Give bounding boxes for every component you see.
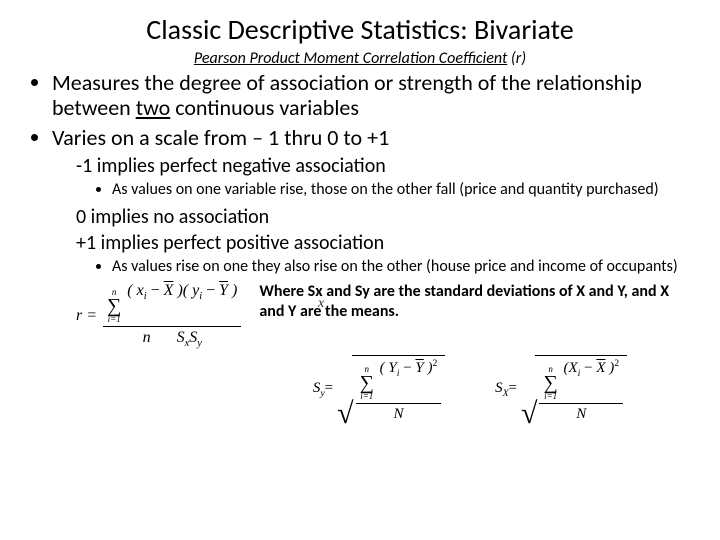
r-fraction: n ∑ i=1 ( xi − X )( yi − Y ) n SxSy xyxy=(103,282,241,349)
minus-1: − xyxy=(147,282,164,299)
r-denominator: n SxSy xyxy=(143,327,202,349)
slide-subtitle: Pearson Product Moment Correlation Coeff… xyxy=(28,49,692,68)
sy-yi: Y xyxy=(388,360,396,376)
pos1-line: +1 implies perfect positive association xyxy=(76,231,692,255)
stray-x-symbol: x xyxy=(318,296,324,312)
bullet-1: Measures the degree of association or st… xyxy=(52,70,692,121)
sigma-icon: n ∑ i=1 xyxy=(107,288,121,324)
neg1-sub: As values on one variable rise, those on… xyxy=(112,180,692,199)
sub-content: -1 implies perfect negative association … xyxy=(28,154,692,276)
r-formula: r = n ∑ i=1 ( xi − X )( yi − Y ) n SxSy xyxy=(76,282,241,349)
minus-2: − xyxy=(202,282,219,299)
mid-paren: )( xyxy=(173,282,192,299)
sy-eq: = xyxy=(325,380,333,396)
subtitle-main: Pearson Product Moment Correlation Coeff… xyxy=(194,49,507,68)
bullet-1-post: continuous variables xyxy=(170,94,359,121)
sy-sq: 2 xyxy=(433,358,438,369)
sy-minus: − xyxy=(399,360,415,376)
den-sy-sub: y xyxy=(197,338,202,349)
den-n: n xyxy=(143,329,151,346)
den-s2: S xyxy=(189,329,197,346)
sy-ybar: Y xyxy=(415,360,423,376)
close-paren: ) xyxy=(228,282,237,299)
sum-lower: i=1 xyxy=(108,315,121,324)
xbar: X xyxy=(164,282,174,299)
neg1-sublist: As values on one variable rise, those on… xyxy=(76,180,692,199)
zero-line: 0 implies no association xyxy=(76,205,692,229)
sx-eq: = xyxy=(509,380,517,396)
subtitle-paren: (r) xyxy=(507,49,526,68)
sy-sum-bot: i=1 xyxy=(360,392,373,401)
bullet-1-underline: two xyxy=(136,94,171,121)
den-s1: S xyxy=(177,329,185,346)
sy-sqrt: √ n ∑ i=1 ( Yi − Y )2 N xyxy=(337,355,445,423)
sy-formula: Sy= √ n ∑ i=1 ( Yi − Y )2 xyxy=(313,355,446,423)
pos1-sublist: As values rise on one they also rise on … xyxy=(76,257,692,276)
sx-sq: 2 xyxy=(614,358,619,369)
sy-den: N xyxy=(393,404,403,423)
pos1-sub: As values rise on one they also rise on … xyxy=(112,257,692,276)
sx-sum-bot: i=1 xyxy=(544,392,557,401)
sigma-icon: n ∑ i=1 xyxy=(360,365,374,401)
xi-var: x xyxy=(137,282,144,299)
top-bullets: Measures the degree of association or st… xyxy=(28,70,692,150)
sx-s: S xyxy=(495,380,503,396)
formula-row: r = n ∑ i=1 ( xi − X )( yi − Y ) n SxSy … xyxy=(28,282,692,349)
sx-xi: X xyxy=(568,360,577,376)
open-paren-1: ( xyxy=(127,282,136,299)
sx-sqrt: √ n ∑ i=1 (Xi − X )2 N xyxy=(521,355,627,423)
sigma-icon: n ∑ i=1 xyxy=(543,365,557,401)
sx-minus: − xyxy=(580,360,596,376)
r-numerator: n ∑ i=1 ( xi − X )( yi − Y ) xyxy=(103,282,241,327)
sx-xbar: X xyxy=(596,360,605,376)
sd-formulas: Sy= √ n ∑ i=1 ( Yi − Y )2 xyxy=(28,355,692,423)
ybar: Y xyxy=(219,282,228,299)
r-equals: r = xyxy=(76,307,97,325)
sx-den: N xyxy=(576,404,586,423)
bullet-2: Varies on a scale from – 1 thru 0 to +1 xyxy=(52,125,692,150)
neg1-line: -1 implies perfect negative association xyxy=(76,154,692,178)
where-text: Where Sx and Sy are the standard deviati… xyxy=(241,282,692,322)
slide-title: Classic Descriptive Statistics: Bivariat… xyxy=(28,12,692,47)
sx-formula: SX= √ n ∑ i=1 (Xi − X )2 xyxy=(495,355,627,423)
